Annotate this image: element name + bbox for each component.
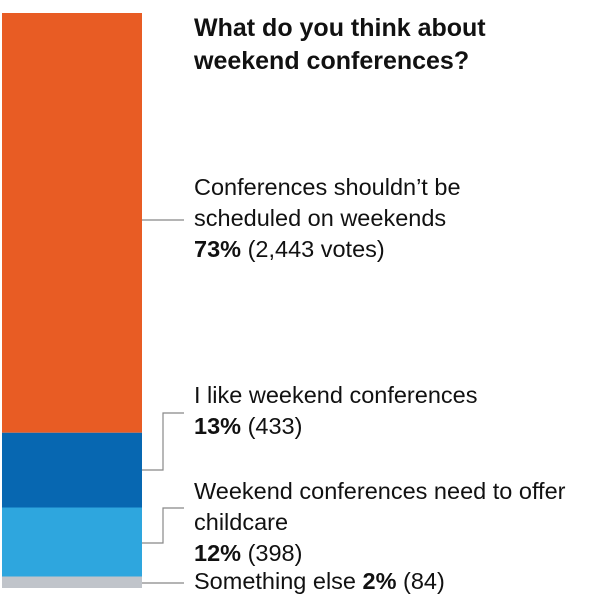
value-label: 2%	[362, 568, 397, 594]
label-childcare: Weekend conferences need to offer childc…	[194, 476, 594, 569]
label-something-else: Something else 2% (84)	[194, 566, 594, 597]
bar-segment-2	[2, 507, 142, 577]
value-label: 73%	[194, 236, 242, 262]
leader-line-1	[142, 412, 184, 471]
label-no-weekends: Conferences shouldn’t be scheduled on we…	[194, 172, 594, 265]
vote-label: (398)	[247, 540, 303, 566]
category-label: Conferences shouldn’t be scheduled on we…	[194, 174, 461, 231]
chart-title: What do you think about weekend conferen…	[194, 14, 486, 75]
vote-label: (433)	[247, 413, 303, 439]
value-label: 12%	[194, 540, 242, 566]
vote-label: (84)	[403, 568, 445, 594]
value-label: 13%	[194, 413, 242, 439]
label-like-weekend: I like weekend conferences 13% (433)	[194, 380, 594, 442]
leader-line-2	[142, 507, 184, 544]
bar-segment-1	[2, 432, 142, 508]
category-label: Something else	[194, 568, 356, 594]
category-label: I like weekend conferences	[194, 382, 478, 408]
bar-segment-0	[2, 13, 142, 433]
category-label: Weekend conferences need to offer childc…	[194, 478, 566, 535]
vote-label: (2,443 votes)	[247, 236, 385, 262]
bar-segment-3	[2, 576, 142, 588]
